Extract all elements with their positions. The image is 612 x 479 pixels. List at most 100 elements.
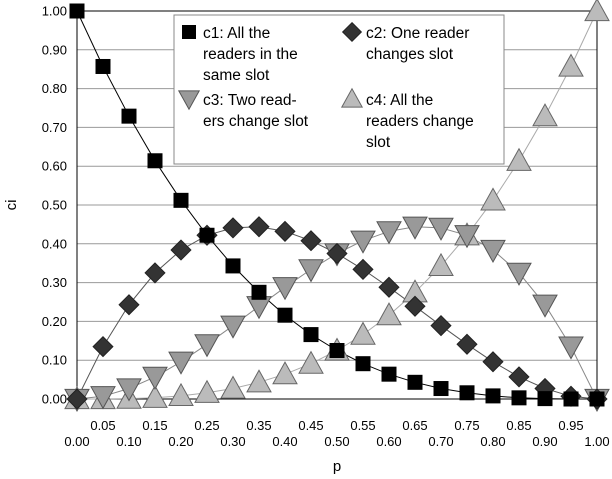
- data-point-c1: [381, 366, 397, 382]
- data-point-c1: [225, 258, 241, 274]
- data-point-c4: [246, 369, 272, 393]
- data-point-c3: [558, 336, 584, 360]
- data-point-c1: [303, 327, 319, 343]
- y-tick-label: 1.00: [42, 4, 67, 19]
- data-point-c1: [147, 153, 163, 169]
- data-point-c4: [220, 375, 246, 399]
- data-point-c4: [428, 252, 454, 277]
- y-tick-label: 0.70: [42, 120, 67, 135]
- data-point-c3: [532, 294, 558, 318]
- data-point-c3: [168, 351, 194, 375]
- data-point-c4: [350, 321, 376, 345]
- data-point-c3: [350, 230, 376, 254]
- data-point-c3: [90, 386, 116, 410]
- x-tick-label: 0.55: [350, 418, 375, 433]
- x-tick-label: 0.05: [90, 418, 115, 433]
- x-tick-label: 0.75: [454, 418, 479, 433]
- legend-label-c1: same slot: [203, 67, 270, 84]
- data-point-c2: [92, 336, 114, 358]
- legend-label-c2: changes slot: [366, 46, 454, 63]
- data-point-c2: [248, 216, 270, 238]
- data-point-c2: [482, 351, 504, 373]
- data-point-c4: [272, 361, 298, 385]
- data-point-c4: [506, 147, 532, 171]
- data-point-c2: [300, 230, 322, 252]
- legend: c1: All the readers in the same slot c2: On…: [173, 14, 505, 165]
- data-point-c4: [298, 350, 324, 374]
- y-tick-label: 0.50: [42, 198, 67, 213]
- x-tick-label: 0.35: [246, 418, 271, 433]
- data-point-c1: [329, 343, 345, 358]
- data-point-c3: [142, 366, 168, 390]
- data-point-c1: [199, 227, 215, 243]
- x-tick-label: 0.00: [64, 434, 89, 449]
- x-tick-label: 0.15: [142, 418, 167, 433]
- legend-label-c2: c2: One reader: [366, 25, 469, 42]
- data-point-c2: [326, 242, 348, 265]
- y-axis-label: ci: [3, 200, 20, 211]
- series-markers: [64, 0, 610, 413]
- data-point-c2: [66, 388, 88, 410]
- legend-label-c4: c4: All the: [366, 92, 433, 109]
- y-tick-label: 0.90: [42, 42, 67, 57]
- legend-marker-c4: [340, 87, 364, 108]
- data-point-c4: [480, 187, 506, 211]
- data-point-c3: [428, 217, 454, 241]
- y-tick-label: 0.40: [42, 236, 67, 251]
- data-point-c3: [194, 334, 220, 358]
- x-tick-label: 0.50: [324, 434, 349, 449]
- data-point-c1: [485, 388, 501, 404]
- y-tick-label: 0.20: [42, 314, 67, 329]
- legend-marker-c2: [341, 21, 363, 43]
- data-point-c2: [352, 258, 374, 281]
- data-point-c1: [407, 374, 423, 390]
- data-point-c3: [402, 216, 428, 240]
- data-point-c2: [144, 262, 166, 284]
- data-point-c4: [142, 384, 168, 408]
- data-point-c2: [404, 295, 426, 317]
- data-point-c1: [95, 58, 111, 74]
- data-point-c1: [537, 391, 553, 407]
- data-point-c1: [121, 108, 137, 124]
- data-point-c1: [277, 307, 293, 323]
- x-tick-label: 0.70: [428, 434, 453, 449]
- plot-frame: [76, 10, 598, 400]
- legend-marker-c3: [177, 90, 201, 111]
- x-tick-label: 0.10: [116, 434, 141, 449]
- x-tick-label: 0.95: [558, 418, 583, 433]
- y-tick-label: 0.80: [42, 81, 67, 96]
- legend-label-c1: c1: All the: [203, 25, 270, 42]
- data-point-c4: [558, 53, 584, 77]
- legend-label-c4: slot: [366, 134, 391, 151]
- x-tick-label: 0.80: [480, 434, 505, 449]
- x-tick-label: 0.30: [220, 434, 245, 449]
- data-point-c1: [355, 356, 371, 372]
- y-tick-label: 0.10: [42, 353, 67, 368]
- legend-label-c3: c3: Two read-: [203, 92, 297, 109]
- legend-box: [173, 14, 505, 165]
- legend-label-c4: readers change: [366, 113, 474, 130]
- y-tick-label: 0.00: [42, 392, 67, 407]
- data-point-c4: [376, 302, 402, 326]
- data-point-c1: [173, 192, 189, 208]
- legend-label-c1: readers in the: [203, 46, 298, 63]
- data-point-c3: [272, 277, 298, 301]
- x-tick-label: 0.25: [194, 418, 219, 433]
- data-point-c1: [563, 391, 579, 407]
- data-point-c2: [456, 333, 478, 355]
- data-point-c4: [532, 103, 558, 127]
- y-tick-label: 0.60: [42, 159, 67, 174]
- data-point-c1: [459, 385, 475, 401]
- x-tick-label: 0.65: [402, 418, 427, 433]
- data-point-c2: [274, 220, 296, 242]
- data-point-c4: [194, 379, 220, 403]
- data-point-c3: [298, 259, 324, 283]
- data-point-c3: [376, 221, 402, 245]
- x-axis-label: p: [333, 458, 341, 475]
- x-tick-label: 0.45: [298, 418, 323, 433]
- data-point-c2: [430, 315, 452, 337]
- y-tick-label: 0.30: [42, 275, 67, 290]
- data-point-c3: [506, 262, 532, 286]
- data-point-c2: [222, 217, 244, 239]
